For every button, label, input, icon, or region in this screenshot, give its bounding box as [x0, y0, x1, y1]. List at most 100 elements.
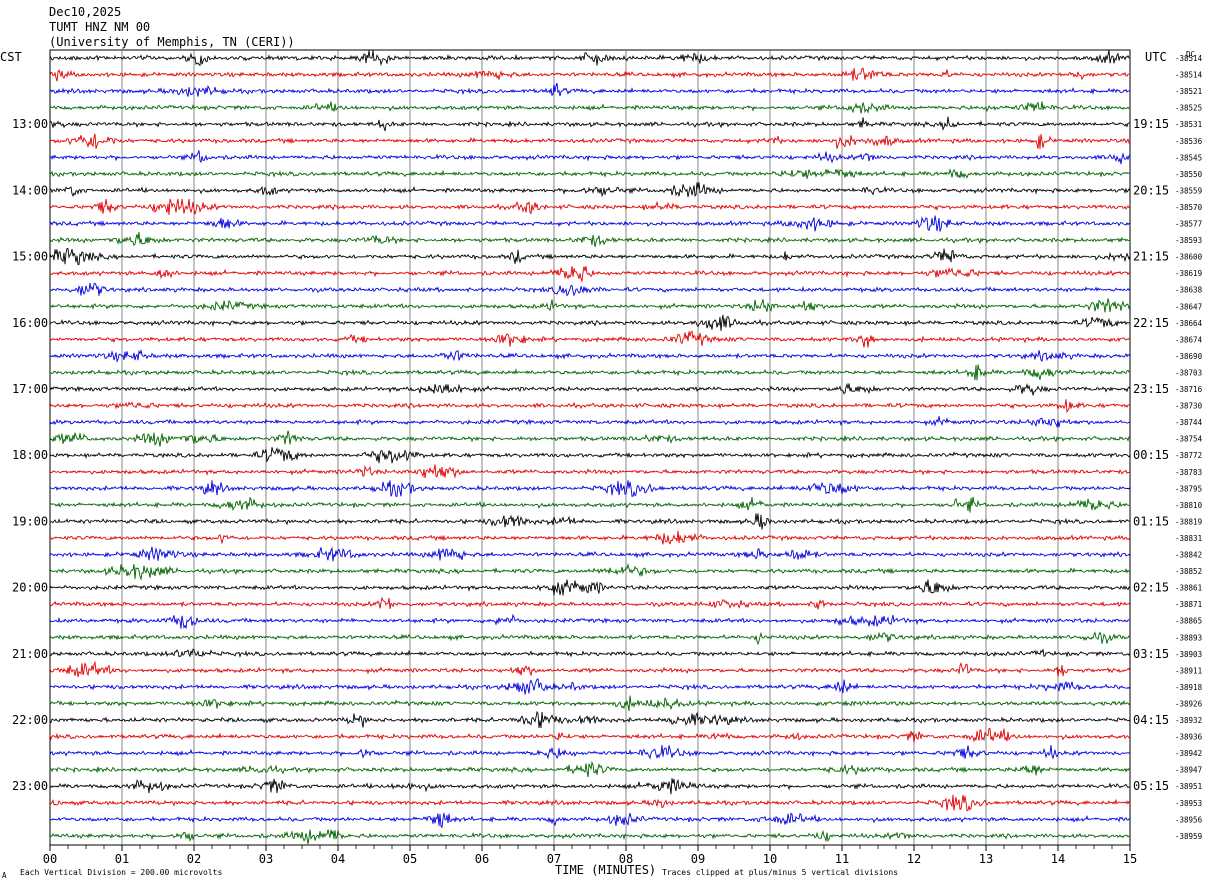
dc-offset-label: -38903	[1175, 650, 1202, 659]
dc-offset-label: -38783	[1175, 468, 1202, 477]
trace-line	[49, 416, 1131, 429]
x-tick-label: 10	[763, 852, 777, 866]
cst-hour-label: 20:00	[12, 581, 48, 595]
dc-offset-label: -38819	[1175, 517, 1202, 526]
x-tick-label: 12	[907, 852, 921, 866]
cst-hour-label: 14:00	[12, 183, 48, 197]
corner-mark: A	[2, 871, 7, 880]
trace-line	[49, 133, 1131, 149]
trace-line	[49, 348, 1131, 363]
dc-offset-label: -38810	[1175, 501, 1203, 510]
trace-line	[49, 579, 1131, 596]
trace-line	[49, 150, 1131, 165]
dc-offset-label: -38754	[1175, 435, 1203, 444]
trace-line	[49, 812, 1131, 829]
utc-hour-label: 01:15	[1133, 514, 1169, 528]
dc-offset-label: -38674	[1175, 335, 1203, 344]
trace-line	[50, 364, 1131, 381]
trace-line	[49, 168, 1131, 179]
dc-offset-label: -38942	[1175, 749, 1202, 758]
dc-offset-label: -38852	[1175, 567, 1202, 576]
dc-offset-label: -38559	[1175, 186, 1202, 195]
dc-offset-label: -38772	[1175, 451, 1202, 460]
trace-line	[49, 101, 1131, 114]
utc-hour-label: 20:15	[1133, 183, 1169, 197]
trace-line	[49, 464, 1131, 479]
trace-line	[49, 613, 1131, 630]
utc-hour-label: 22:15	[1133, 316, 1169, 330]
cst-axis-label: CST	[0, 50, 22, 64]
dc-offset-label: -38550	[1175, 170, 1203, 179]
trace-line	[49, 794, 1131, 812]
station-label: TUMT HNZ NM 00	[49, 20, 150, 34]
trace-line	[49, 248, 1131, 266]
utc-hour-label: 05:15	[1133, 779, 1169, 793]
trace-line	[49, 596, 1131, 610]
x-tick-label: 06	[475, 852, 489, 866]
trace-line	[49, 116, 1131, 132]
cst-hour-label: 21:00	[12, 647, 48, 661]
dc-offset-label: -38795	[1175, 484, 1202, 493]
dc-offset-label: -38744	[1175, 418, 1203, 427]
trace-line	[49, 829, 1131, 844]
x-tick-label: 02	[187, 852, 201, 866]
x-tick-label: 01	[115, 852, 129, 866]
cst-hour-label: 13:00	[12, 117, 48, 131]
trace-line	[49, 760, 1130, 778]
dc-offset-label: -38638	[1175, 286, 1203, 295]
x-tick-label: 08	[619, 852, 633, 866]
institution-label: (University of Memphis, TN (CERI))	[49, 35, 295, 49]
dc-label: DC	[1186, 50, 1195, 59]
trace-line	[49, 678, 1131, 695]
trace-line	[49, 546, 1131, 562]
utc-hour-label: 21:15	[1133, 250, 1169, 264]
x-tick-label: 14	[1051, 852, 1065, 866]
dc-offset-label: -38893	[1175, 633, 1202, 642]
trace-line	[49, 631, 1131, 646]
dc-offset-label: -38647	[1175, 302, 1202, 311]
trace-line	[49, 728, 1131, 743]
trace-group	[49, 49, 1131, 844]
dc-offset-label: -38911	[1175, 666, 1202, 675]
x-tick-label: 13	[979, 852, 993, 866]
dc-offset-label: -38926	[1175, 699, 1203, 708]
cst-hour-label: 22:00	[12, 713, 48, 727]
x-axis-ticks: 00 01 02 03 04 05 06 07 08 09 10 11 12 13 14 15	[43, 845, 1137, 866]
trace-line	[49, 447, 1131, 464]
trace-line	[49, 382, 1131, 396]
dc-offset-label: -38947	[1175, 766, 1202, 775]
dc-offset-label: -38959	[1175, 832, 1202, 841]
dc-offset-label: -38918	[1175, 683, 1203, 692]
dc-offset-label: -38871	[1175, 600, 1202, 609]
cst-hour-label: 15:00	[12, 250, 48, 264]
trace-line	[50, 480, 1131, 497]
cst-hour-label: 23:00	[12, 779, 48, 793]
trace-line	[49, 298, 1131, 313]
dc-offset-label: -38861	[1175, 584, 1202, 593]
dc-offset-label: -38730	[1175, 402, 1203, 411]
trace-line	[49, 513, 1131, 530]
dc-offset-label: -38514	[1175, 54, 1203, 63]
trace-line	[49, 82, 1131, 97]
trace-line	[49, 648, 1131, 658]
dc-offset-label: -38514	[1175, 71, 1203, 80]
x-axis-title: TIME (MINUTES)	[555, 863, 656, 877]
dc-offset-label: -38703	[1175, 368, 1202, 377]
dc-offset-label: -38932	[1175, 716, 1202, 725]
utc-hour-label: 23:15	[1133, 382, 1169, 396]
trace-line	[49, 430, 1130, 447]
trace-line	[49, 695, 1131, 712]
x-tick-label: 15	[1123, 852, 1137, 866]
trace-line	[49, 49, 1131, 67]
dc-offset-label: -38593	[1175, 236, 1202, 245]
x-tick-label: 11	[835, 852, 849, 866]
dc-offset-label: -38570	[1175, 203, 1203, 212]
trace-line	[49, 282, 1131, 297]
trace-line	[49, 314, 1131, 331]
plot-frame	[49, 49, 1131, 846]
trace-line	[49, 563, 1131, 581]
dc-offset-label: -38953	[1175, 799, 1202, 808]
dc-offset-label: -38716	[1175, 385, 1203, 394]
dc-offset-labels: -38514 -38514 -38521 -38525 -38531 -38536 -385…	[1175, 54, 1203, 841]
